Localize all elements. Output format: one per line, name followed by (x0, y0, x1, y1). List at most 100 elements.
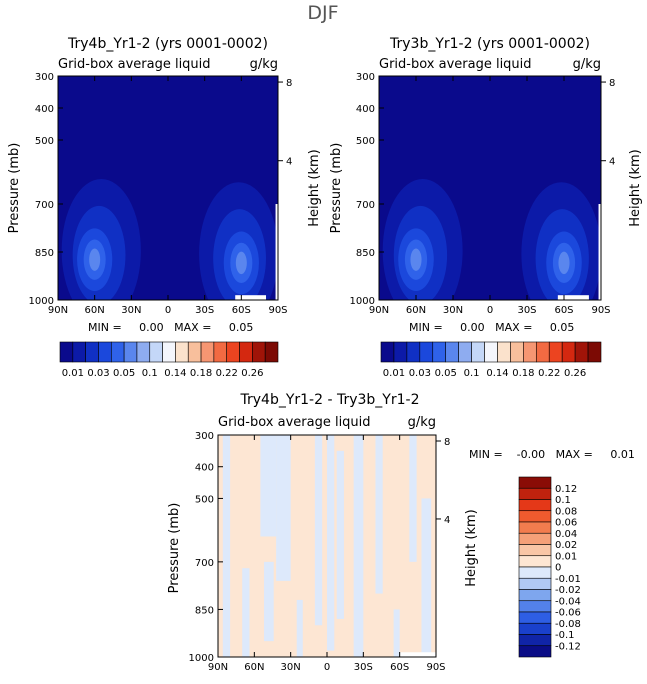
colorbar-swatch (85, 341, 99, 363)
colorbar-swatch (587, 341, 602, 363)
colorbar-swatch (548, 341, 563, 363)
y-tick-label: 400 (356, 104, 375, 115)
colorbar-diff: 0.120.10.080.060.040.020.010-0.01-0.02-0… (518, 476, 581, 658)
x-tick-label: 30N (281, 662, 301, 673)
colorbar-swatch (226, 341, 240, 363)
units-label: g/kg (573, 57, 601, 72)
colorbar-swatch (518, 645, 552, 658)
x-tick-label: 90S (268, 305, 287, 316)
colorbar-swatch (239, 341, 253, 363)
missing-data (235, 295, 267, 300)
colorbar-label: 0.1 (555, 495, 571, 506)
colorbar-label: -0.1 (555, 630, 575, 641)
colorbar-label: -0.06 (555, 608, 581, 619)
colorbar-swatch (518, 555, 552, 568)
colorbar-swatch (59, 341, 74, 363)
colorbar-swatch (123, 341, 138, 363)
y-axis-label: Pressure (mb) (7, 143, 22, 234)
missing-data (399, 652, 436, 657)
height-tick-label: 4 (286, 157, 292, 168)
colorbar-swatch (523, 341, 537, 363)
x-tick-label: 60N (85, 305, 105, 316)
x-tick-label: 60N (244, 662, 264, 673)
colorbar-swatch (432, 341, 447, 363)
panel-try4b: Try4b_Yr1-2 (yrs 0001-0002) Grid-box ave… (7, 36, 322, 334)
panel-difference: Try4b_Yr1-2 - Try3b_Yr1-2 Grid-box avera… (167, 392, 635, 673)
x-tick-label: 30N (443, 305, 463, 316)
y-axis-right-label: Height (km) (307, 149, 322, 226)
missing-data (598, 204, 601, 300)
panel-title: Try4b_Yr1-2 - Try3b_Yr1-2 (240, 392, 420, 408)
x-tick-label: 30S (195, 305, 214, 316)
colorbar-swatch (518, 476, 552, 489)
colorbar-label: 0.12 (555, 484, 577, 495)
contour-field (58, 76, 278, 300)
y-tick-label: 500 (35, 136, 54, 147)
y-axis-label: Pressure (mb) (329, 143, 344, 234)
contour-level (410, 248, 422, 271)
y-axis-right-label: Height (km) (464, 509, 479, 586)
y-tick-label: 1000 (189, 653, 214, 664)
x-tick-label: 0 (324, 662, 330, 673)
colorbar-label: 0.18 (512, 368, 534, 379)
colorbar-swatch (406, 341, 421, 363)
colorbar-swatch (518, 622, 552, 635)
units-label: g/kg (250, 57, 278, 72)
colorbar-label: 0.14 (486, 368, 508, 379)
negative-region (375, 435, 383, 594)
negative-region (409, 435, 417, 562)
colorbar-swatch (252, 341, 266, 363)
x-tick-label: 90S (426, 662, 445, 673)
colorbar-swatch (518, 577, 552, 590)
colorbar-label: 0.01 (62, 368, 84, 379)
negative-region (222, 435, 231, 657)
colorbar-swatch (561, 341, 576, 363)
negative-region (242, 568, 250, 657)
colorbar-swatch (518, 544, 552, 557)
negative-region (314, 435, 323, 626)
colorbar-swatch (136, 341, 151, 363)
x-tick-label: 60S (390, 662, 409, 673)
x-tick-label: 90S (591, 305, 610, 316)
panel-title: Try4b_Yr1-2 (yrs 0001-0002) (67, 36, 268, 52)
colorbar-swatch (419, 341, 434, 363)
y-tick-label: 850 (195, 605, 214, 616)
contour-level (558, 251, 570, 275)
negative-region (353, 435, 364, 657)
colorbar-label: -0.12 (555, 641, 581, 652)
colorbar-swatch (110, 341, 125, 363)
contour-field (218, 435, 436, 657)
colorbar-label: -0.01 (555, 574, 581, 585)
x-tick-label: 90N (48, 305, 68, 316)
colorbar-swatch (98, 341, 112, 363)
panel-subtitle: Grid-box average liquid (218, 415, 371, 430)
colorbar-swatch (200, 341, 215, 363)
negative-region (276, 435, 291, 581)
colorbar-swatch (574, 341, 589, 363)
x-tick-label: 60S (554, 305, 573, 316)
colorbar-label: 0.02 (555, 540, 577, 551)
negative-region (421, 498, 432, 657)
y-tick-label: 300 (195, 431, 214, 442)
x-tick-label: 90N (369, 305, 389, 316)
colorbar-swatch (445, 341, 459, 363)
x-tick-label: 30S (354, 662, 373, 673)
colorbar-label: 0.22 (538, 368, 560, 379)
colorbar-label: 0.22 (216, 368, 238, 379)
y-tick-label: 850 (35, 248, 54, 259)
contour-field (379, 76, 601, 300)
negative-region (336, 450, 344, 619)
contour-level (235, 251, 247, 275)
y-axis-label: Pressure (mb) (167, 503, 182, 594)
height-tick-label: 4 (444, 515, 450, 526)
colorbar-swatch (175, 341, 189, 363)
colorbar-swatch (518, 600, 552, 613)
colorbar-label: 0.01 (555, 551, 577, 562)
negative-region (393, 609, 400, 657)
colorbar-abs-left: 0.01 0.03 0.05 0.1 0.14 0.18 0.22 0.26 (59, 341, 279, 379)
height-tick-label: 4 (609, 157, 615, 168)
panel-subtitle: Grid-box average liquid (379, 57, 532, 72)
y-tick-label: 500 (356, 136, 375, 147)
contour-level (89, 248, 101, 271)
